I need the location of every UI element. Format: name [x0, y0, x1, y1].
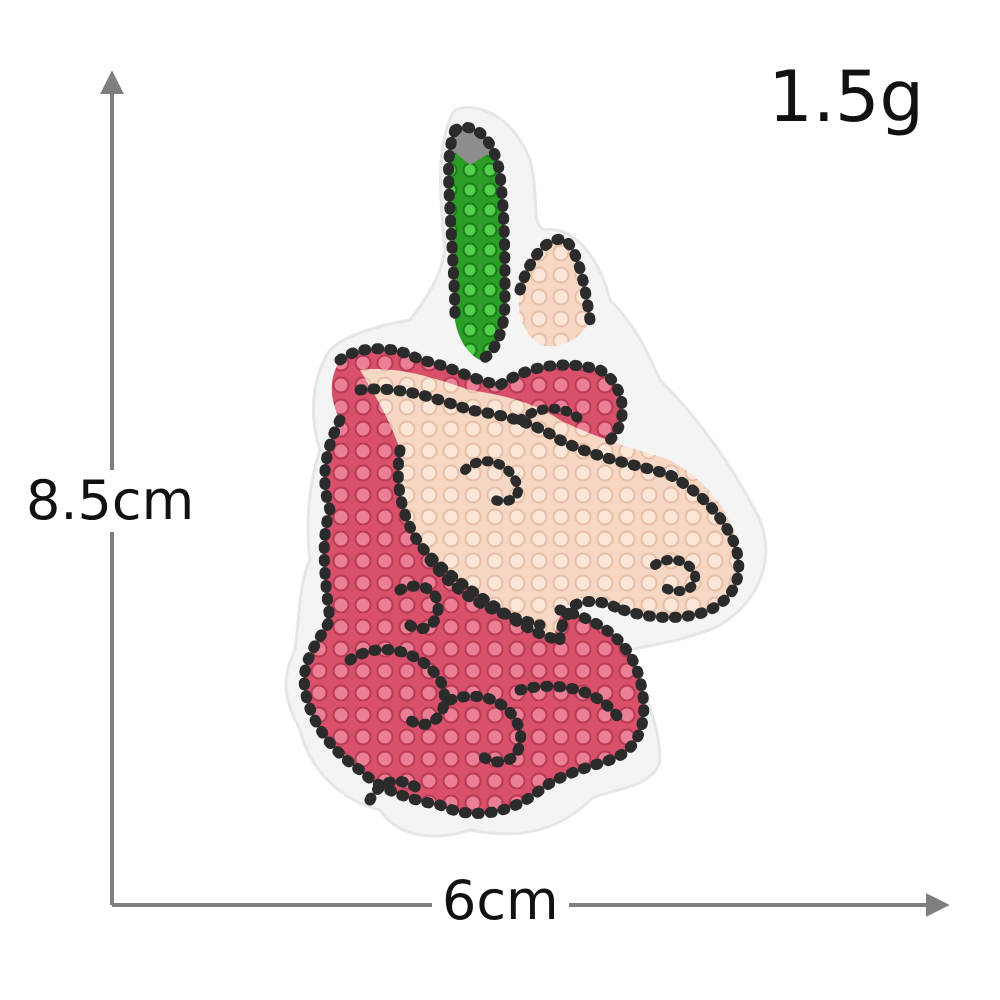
width-label: 6cm	[432, 874, 569, 928]
eye-outline	[460, 456, 524, 507]
horn-sequins	[447, 127, 505, 360]
brow-outline	[515, 403, 585, 425]
nostril-outline	[650, 554, 701, 597]
ear-sequins	[518, 239, 590, 347]
sequin-outlines	[298, 121, 745, 819]
height-label: 8.5cm	[26, 469, 195, 532]
facial-features	[460, 403, 701, 597]
weight-label: 1.5g	[768, 56, 924, 138]
